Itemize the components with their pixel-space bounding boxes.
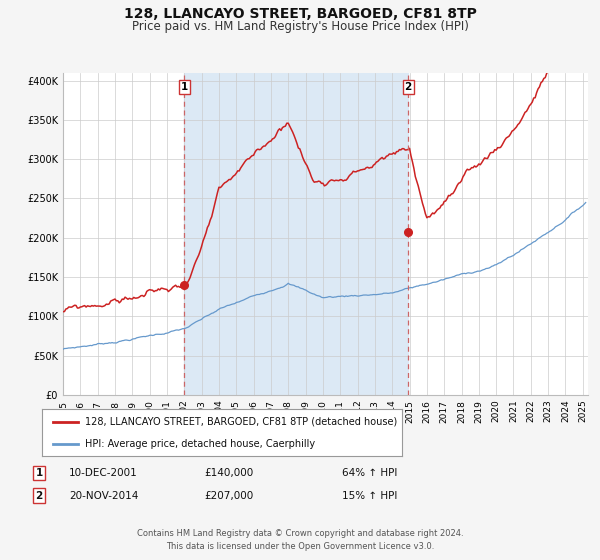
Text: 2: 2 bbox=[404, 82, 412, 92]
Text: 1: 1 bbox=[181, 82, 188, 92]
Text: 20-NOV-2014: 20-NOV-2014 bbox=[69, 491, 139, 501]
Text: Price paid vs. HM Land Registry's House Price Index (HPI): Price paid vs. HM Land Registry's House … bbox=[131, 20, 469, 32]
Text: HPI: Average price, detached house, Caerphilly: HPI: Average price, detached house, Caer… bbox=[85, 438, 316, 449]
Text: This data is licensed under the Open Government Licence v3.0.: This data is licensed under the Open Gov… bbox=[166, 542, 434, 550]
Text: 128, LLANCAYO STREET, BARGOED, CF81 8TP: 128, LLANCAYO STREET, BARGOED, CF81 8TP bbox=[124, 7, 476, 21]
Text: £140,000: £140,000 bbox=[204, 468, 253, 478]
Text: 64% ↑ HPI: 64% ↑ HPI bbox=[342, 468, 397, 478]
Text: 15% ↑ HPI: 15% ↑ HPI bbox=[342, 491, 397, 501]
Text: 128, LLANCAYO STREET, BARGOED, CF81 8TP (detached house): 128, LLANCAYO STREET, BARGOED, CF81 8TP … bbox=[85, 417, 397, 427]
Text: 10-DEC-2001: 10-DEC-2001 bbox=[69, 468, 138, 478]
Bar bbox=[184, 73, 408, 395]
Text: 2: 2 bbox=[35, 491, 43, 501]
Text: Contains HM Land Registry data © Crown copyright and database right 2024.: Contains HM Land Registry data © Crown c… bbox=[137, 529, 463, 538]
Text: £207,000: £207,000 bbox=[204, 491, 253, 501]
Text: 1: 1 bbox=[35, 468, 43, 478]
